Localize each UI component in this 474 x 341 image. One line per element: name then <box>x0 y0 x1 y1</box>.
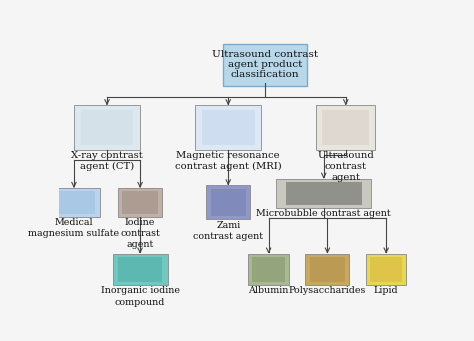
Text: Magnetic resonance
contrast agent (MRI): Magnetic resonance contrast agent (MRI) <box>175 151 282 172</box>
FancyBboxPatch shape <box>202 110 255 145</box>
FancyBboxPatch shape <box>112 254 168 285</box>
Text: X-ray contrast
agent (CT): X-ray contrast agent (CT) <box>71 151 143 172</box>
FancyBboxPatch shape <box>285 182 362 205</box>
Text: Microbubble contrast agent: Microbubble contrast agent <box>256 209 391 218</box>
FancyBboxPatch shape <box>122 191 158 214</box>
FancyBboxPatch shape <box>223 44 307 86</box>
FancyBboxPatch shape <box>370 257 402 282</box>
Text: Polysaccharides: Polysaccharides <box>289 286 366 295</box>
FancyBboxPatch shape <box>248 254 289 285</box>
FancyBboxPatch shape <box>74 105 140 150</box>
FancyBboxPatch shape <box>81 110 134 145</box>
FancyBboxPatch shape <box>206 186 250 220</box>
FancyBboxPatch shape <box>118 257 162 282</box>
Text: Medical
magnesium sulfate: Medical magnesium sulfate <box>28 218 119 238</box>
Text: Iodine
contrast
agent: Iodine contrast agent <box>120 218 160 249</box>
FancyBboxPatch shape <box>195 105 261 150</box>
Text: Albumin: Albumin <box>248 286 289 295</box>
FancyBboxPatch shape <box>366 254 406 285</box>
FancyBboxPatch shape <box>54 191 94 214</box>
Text: Ultrasound
contrast
agent: Ultrasound contrast agent <box>318 151 374 182</box>
Text: Lipid: Lipid <box>374 286 399 295</box>
FancyBboxPatch shape <box>305 254 349 285</box>
FancyBboxPatch shape <box>317 105 375 150</box>
FancyBboxPatch shape <box>48 188 100 217</box>
Text: Ultrasound contrast
agent product
classification: Ultrasound contrast agent product classi… <box>212 50 318 79</box>
FancyBboxPatch shape <box>310 257 345 282</box>
FancyBboxPatch shape <box>210 189 246 216</box>
Text: Inorganic iodine
compound: Inorganic iodine compound <box>100 286 180 307</box>
Text: Zami
contrast agent: Zami contrast agent <box>193 221 263 241</box>
FancyBboxPatch shape <box>322 110 369 145</box>
FancyBboxPatch shape <box>276 179 372 208</box>
FancyBboxPatch shape <box>118 188 162 217</box>
FancyBboxPatch shape <box>253 257 285 282</box>
